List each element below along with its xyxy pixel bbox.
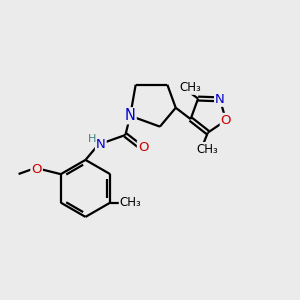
Text: H: H: [88, 134, 96, 144]
Text: CH₃: CH₃: [179, 81, 201, 94]
Text: CH₃: CH₃: [196, 143, 218, 156]
Text: N: N: [96, 138, 106, 151]
Text: N: N: [215, 93, 225, 106]
Text: CH₃: CH₃: [120, 196, 142, 209]
Text: O: O: [32, 163, 42, 176]
Text: O: O: [221, 114, 231, 127]
Text: O: O: [138, 141, 148, 154]
Text: N: N: [125, 108, 136, 123]
